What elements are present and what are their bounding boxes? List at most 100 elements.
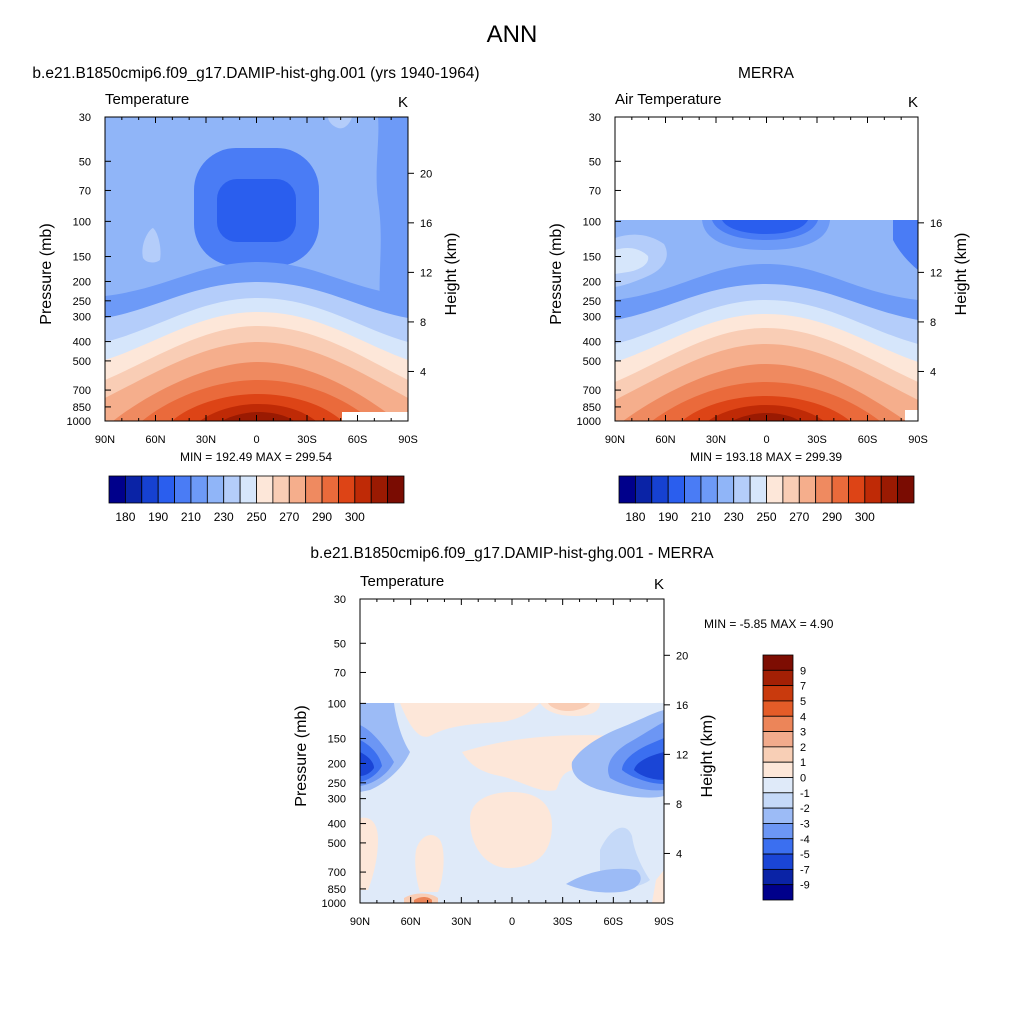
colorbar-label: -9: [800, 880, 810, 892]
colorbar-label: 2: [800, 742, 806, 754]
contour-fill: [360, 752, 374, 776]
panel-merra-left-label: Air Temperature: [615, 91, 721, 108]
panel-merra-units: K: [908, 94, 918, 111]
x-tick-label: 60N: [145, 434, 165, 446]
colorbar-box: [762, 777, 794, 794]
colorbar-box: [239, 475, 257, 504]
y-tick-label: 400: [328, 819, 346, 831]
y-tick-label: 150: [73, 252, 91, 264]
colorbar-label: 0: [800, 773, 806, 785]
x-tick-label: 90N: [605, 434, 625, 446]
y-tick-label: 100: [583, 216, 601, 228]
missing-data: [905, 410, 918, 421]
y-tick-label: 1000: [577, 416, 601, 428]
colorbar-label: 180: [625, 510, 645, 524]
y-tick-label: 250: [583, 296, 601, 308]
colorbar-box: [762, 823, 794, 840]
contour-fill: [722, 220, 808, 234]
colorbar-label: -7: [800, 864, 810, 876]
panel-model-contours: [105, 117, 408, 421]
colorbar-box: [667, 475, 685, 504]
panel-diff-title: b.e21.B1850cmip6.f09_g17.DAMIP-hist-ghg.…: [310, 545, 714, 562]
figure-title: ANN: [487, 21, 538, 48]
colorbar-label: -3: [800, 818, 810, 830]
y2-tick-label: 20: [420, 168, 432, 180]
y-tick-label: 300: [328, 794, 346, 806]
colorbar-box: [762, 838, 794, 855]
colorbar-box: [762, 669, 794, 687]
x-tick-label: 60S: [348, 434, 368, 446]
y2-tick-label: 16: [930, 218, 942, 230]
contour-fill: [634, 752, 664, 780]
x-tick-label: 30N: [196, 434, 216, 446]
panel-merra: MERRA Air Temperature K 90N 60N 30: [548, 65, 970, 524]
colorbar-box: [762, 731, 794, 748]
colorbar-box: [815, 475, 833, 504]
y-axis-label: Pressure (mb): [293, 705, 310, 806]
colorbar-label: -1: [800, 788, 810, 800]
y-tick-label: 100: [73, 216, 91, 228]
y-tick-label: 100: [328, 698, 346, 710]
y2-tick-label: 4: [676, 848, 682, 860]
colorbar-box: [256, 475, 274, 504]
colorbar-box: [762, 761, 794, 778]
panel-model-title: b.e21.B1850cmip6.f09_g17.DAMIP-hist-ghg.…: [32, 65, 479, 82]
y-tick-label: 50: [589, 156, 601, 168]
y-tick-label: 850: [583, 402, 601, 414]
y-tick-label: 300: [73, 312, 91, 324]
contour-fill: [615, 248, 649, 274]
colorbar-label: 270: [789, 510, 809, 524]
panel-merra-axes: 90N 60N 30N 0 30S 60S 90S 30 50 70 100 150 200 250 300…: [548, 112, 970, 446]
colorbar-label: 190: [148, 510, 168, 524]
panel-merra-title: MERRA: [738, 65, 795, 82]
contour-fill: [328, 117, 352, 129]
colorbar-box: [700, 475, 718, 504]
y-tick-label: 850: [73, 402, 91, 414]
y-tick-label: 200: [73, 276, 91, 288]
colorbar-box: [272, 475, 290, 504]
colorbar-box: [749, 475, 767, 504]
panel-diff-colorbar: 9 7 5 4 3 2 1 0 -1 -2 -3 -4 -5 -7 -9: [762, 654, 810, 901]
y-tick-label: 250: [328, 778, 346, 790]
y2-tick-label: 4: [420, 366, 426, 378]
colorbar-label: 3: [800, 727, 806, 739]
contour-fill: [217, 179, 296, 242]
y-tick-label: 700: [328, 867, 346, 879]
missing-data: [342, 412, 408, 421]
x-tick-label: 60S: [604, 916, 624, 928]
colorbar-box: [108, 475, 126, 504]
panel-model-colorbar: 180 190 210 230 250 270 290 300: [108, 475, 405, 524]
colorbar-box: [206, 475, 225, 504]
contour-fill: [415, 835, 444, 892]
colorbar-label: -2: [800, 803, 810, 815]
colorbar-box: [762, 853, 794, 870]
y-axis-label: Pressure (mb): [38, 223, 55, 324]
colorbar-label: 230: [214, 510, 234, 524]
y-tick-label: 70: [589, 185, 601, 197]
y2-tick-label: 12: [930, 267, 942, 279]
y2-tick-label: 12: [420, 267, 432, 279]
colorbar-label: 230: [724, 510, 744, 524]
contour-fill: [376, 117, 408, 305]
x-tick-label: 90N: [95, 434, 115, 446]
x-tick-label: 30N: [706, 434, 726, 446]
colorbar-box: [762, 700, 794, 717]
colorbar-box: [762, 746, 794, 763]
colorbar-label: 250: [246, 510, 266, 524]
x-tick-label: 90S: [654, 916, 674, 928]
panel-merra-contours: [615, 220, 918, 421]
y-tick-label: 300: [583, 312, 601, 324]
y-tick-label: 700: [583, 385, 601, 397]
colorbar-box: [762, 807, 794, 824]
y-tick-label: 500: [73, 356, 91, 368]
y-tick-label: 50: [334, 638, 346, 650]
colorbar-label: 1: [800, 757, 806, 769]
colorbar-box: [684, 475, 702, 504]
contour-fill: [893, 220, 918, 270]
contour-fill: [652, 870, 664, 903]
colorbar-box: [762, 884, 794, 901]
contour-fill: [548, 703, 590, 711]
x-tick-label: 60S: [858, 434, 878, 446]
colorbar-box: [305, 475, 323, 504]
